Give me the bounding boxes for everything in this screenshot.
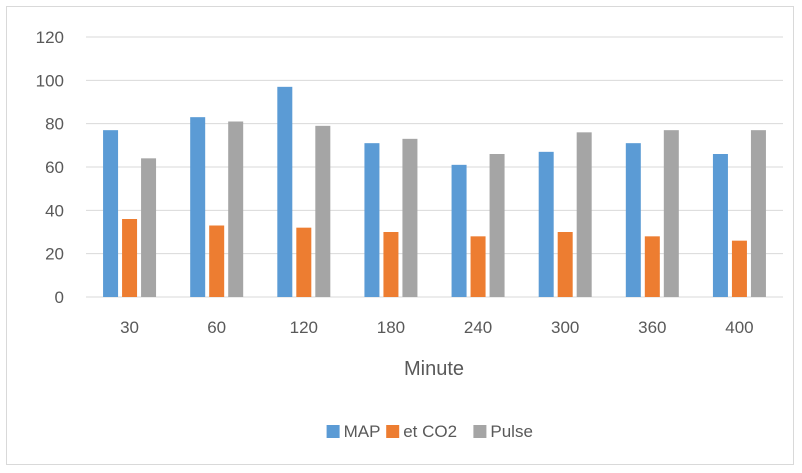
x-tick-label: 60	[207, 318, 226, 337]
bar-map-360	[625, 143, 641, 297]
chart-frame	[6, 6, 794, 465]
bar-pulse-360	[663, 130, 679, 297]
bar-pulse-30	[141, 158, 157, 297]
bar-map-120	[277, 86, 293, 297]
bar-et-co2-360	[644, 236, 660, 297]
y-tick-label: 60	[45, 158, 64, 177]
y-tick-label: 40	[45, 201, 64, 220]
x-axis-title: Minute	[404, 358, 464, 380]
y-tick-label: 80	[45, 115, 64, 134]
bars	[103, 86, 766, 298]
bar-map-240	[451, 164, 467, 297]
y-tick-label: 20	[45, 245, 64, 264]
bar-pulse-180	[402, 138, 418, 297]
bar-et-co2-400	[731, 240, 747, 297]
y-tick-label: 100	[36, 71, 64, 90]
bar-et-co2-30	[122, 219, 138, 297]
legend: MAP et CO2 Pulse	[326, 422, 533, 441]
bar-et-co2-240	[470, 236, 486, 297]
legend-swatch-pulse	[473, 425, 487, 438]
bar-map-400	[712, 154, 728, 297]
x-tick-label: 180	[377, 318, 405, 337]
bar-pulse-240	[489, 154, 505, 297]
x-axis-tick-labels: 30 60 120 180 240 300 360 400	[120, 318, 754, 337]
y-tick-label: 0	[55, 288, 64, 307]
bar-pulse-60	[228, 121, 244, 297]
bar-et-co2-300	[557, 232, 573, 297]
bar-et-co2-120	[296, 227, 312, 297]
y-axis-tick-labels: 0 20 40 60 80 100 120	[36, 28, 64, 307]
legend-swatch-map	[326, 425, 340, 438]
bar-pulse-300	[576, 132, 592, 297]
y-tick-label: 120	[36, 28, 64, 47]
x-tick-label: 300	[551, 318, 579, 337]
legend-swatch-et-co2	[386, 425, 400, 438]
bar-map-300	[538, 151, 554, 297]
x-tick-label: 240	[464, 318, 492, 337]
bar-map-30	[103, 130, 119, 297]
x-tick-label: 120	[290, 318, 318, 337]
x-tick-label: 400	[725, 318, 753, 337]
bar-et-co2-60	[209, 225, 225, 297]
bar-map-180	[364, 143, 380, 297]
x-tick-label: 30	[120, 318, 139, 337]
bar-map-60	[190, 117, 206, 298]
bar-et-co2-180	[383, 232, 399, 297]
bar-pulse-400	[750, 130, 766, 297]
legend-label-pulse: Pulse	[490, 422, 533, 441]
legend-label-et-co2: et CO2	[403, 422, 457, 441]
legend-label-map: MAP	[344, 422, 381, 441]
x-tick-label: 360	[638, 318, 666, 337]
bar-pulse-120	[315, 125, 331, 297]
